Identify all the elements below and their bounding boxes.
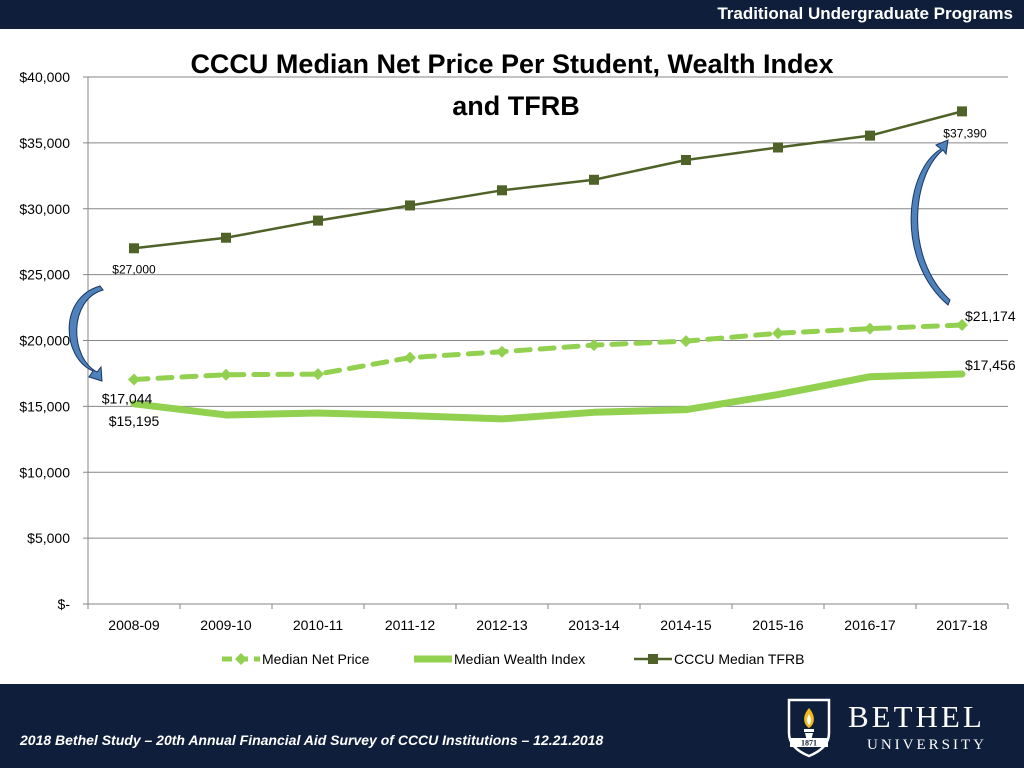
x-tick-label: 2017-18 (936, 617, 988, 633)
y-tick-label: $5,000 (27, 530, 70, 546)
y-tick-label: $10,000 (19, 464, 70, 480)
legend-label: Median Wealth Index (454, 651, 585, 667)
data-point-square (313, 215, 323, 226)
y-tick-label: $25,000 (19, 267, 70, 283)
legend-label: Median Net Price (262, 651, 370, 667)
data-point-square (865, 130, 875, 141)
right-curved-arrow-icon (910, 139, 951, 306)
data-label: $27,000 (112, 262, 156, 276)
series-line-median-net-price (131, 322, 965, 382)
footer-citation: 2018 Bethel Study – 20th Annual Financia… (20, 732, 604, 748)
gridlines (88, 76, 1008, 539)
data-labels: $15,195 $17,456 $17,044 $21,174 $27,000 $37,3… (102, 126, 1016, 428)
legend-marker (648, 654, 658, 664)
logo-year: 1871 (801, 739, 817, 748)
data-point-square (129, 243, 139, 254)
legend-item-median-wealth-index: Median Wealth Index (414, 651, 585, 667)
data-label: $15,195 (109, 413, 160, 429)
data-point-diamond (220, 368, 232, 381)
footer-bar: 2018 Bethel Study – 20th Annual Financia… (0, 684, 1024, 768)
data-label: $37,390 (943, 126, 987, 140)
chart-title: CCCU Median Net Price Per Student, Wealt… (190, 49, 833, 121)
legend: Median Net Price Median Wealth Index CCCU … (222, 651, 804, 667)
data-point-diamond (128, 373, 140, 386)
data-point-diamond (772, 327, 784, 340)
y-tick-label: $30,000 (19, 201, 70, 217)
data-point-diamond (864, 322, 876, 335)
x-axis-tick-labels: 2008-09 2009-10 2010-11 2011-12 2012-13 2013-… (108, 617, 988, 633)
header-bar: Traditional Undergraduate Programs (0, 0, 1024, 29)
y-tick-label: $15,000 (19, 398, 70, 414)
legend-item-cccu-median-tfrb: CCCU Median TFRB (634, 651, 804, 667)
logo-subname: UNIVERSITY (867, 737, 987, 753)
x-tick-label: 2014-15 (660, 617, 712, 633)
x-tick-label: 2016-17 (844, 617, 896, 633)
x-tick-label: 2008-09 (108, 617, 160, 633)
data-point-square (681, 155, 691, 166)
data-label: $21,174 (965, 308, 1016, 324)
bethel-university-logo: 1871 BETHEL UNIVERSITY (787, 698, 987, 758)
y-tick-label: $40,000 (19, 69, 70, 85)
data-point-square (773, 142, 783, 153)
y-tick-label: $- (58, 596, 71, 612)
data-point-square (497, 185, 507, 196)
series-line-cccu-median-tfrb (132, 110, 964, 250)
y-tick-label: $35,000 (19, 135, 70, 151)
x-tick-label: 2015-16 (752, 617, 804, 633)
data-point-diamond (496, 345, 508, 358)
series (130, 110, 966, 423)
y-axis-tick-labels: $- $5,000 $10,000 $15,000 $20,000 $25,000 $30,… (19, 69, 70, 612)
data-point-square (221, 232, 231, 243)
annotation-arrows (68, 139, 951, 382)
data-label: $17,456 (965, 357, 1016, 373)
x-tick-label: 2009-10 (200, 617, 252, 633)
data-point-square (589, 174, 599, 185)
left-curved-arrow-icon (68, 285, 104, 382)
data-point-diamond (680, 335, 692, 348)
data-point-diamond (312, 368, 324, 381)
x-tick-label: 2011-12 (385, 617, 436, 633)
series-line-median-wealth-index (130, 370, 966, 423)
data-point-diamond (956, 319, 968, 332)
legend-label: CCCU Median TFRB (674, 651, 804, 667)
x-tick-label: 2012-13 (476, 617, 528, 633)
markers (128, 106, 968, 386)
legend-item-median-net-price: Median Net Price (222, 651, 370, 667)
data-point-square (405, 200, 415, 211)
x-tick-label: 2010-11 (293, 617, 344, 633)
torch-shield-icon: 1871 (787, 698, 831, 758)
y-tick-label: $20,000 (19, 333, 70, 349)
axes (83, 76, 1009, 609)
legend-marker (235, 653, 247, 665)
chart-title-line-1: CCCU Median Net Price Per Student, Wealt… (190, 49, 833, 79)
line-chart: CCCU Median Net Price Per Student, Wealt… (19, 49, 1016, 667)
logo-name: BETHEL (848, 699, 985, 734)
data-label: $17,044 (102, 390, 153, 406)
header-title: Traditional Undergraduate Programs (717, 4, 1013, 23)
data-point-diamond (588, 339, 600, 352)
chart-title-line-2: and TFRB (452, 91, 580, 121)
data-point-diamond (404, 351, 416, 364)
data-point-square (957, 106, 967, 117)
x-tick-label: 2013-14 (568, 617, 620, 633)
